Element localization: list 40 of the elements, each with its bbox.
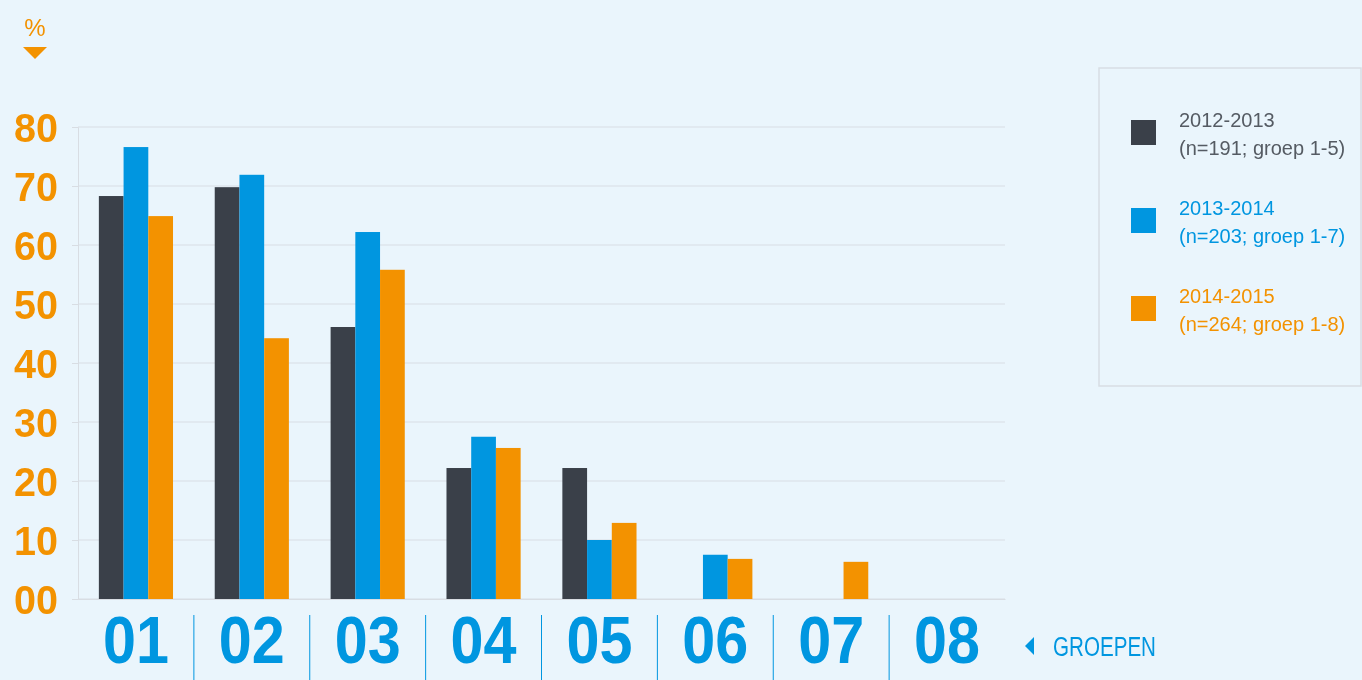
y-tick-label: 70	[14, 164, 59, 209]
bar	[123, 147, 149, 599]
y-axis-title: %	[24, 14, 46, 41]
bar	[214, 187, 240, 599]
bar	[562, 468, 588, 599]
x-tick-label: 02	[218, 603, 293, 678]
x-tick-label: 07	[798, 603, 872, 678]
y-tick-label: 80	[14, 105, 59, 150]
y-tick-label: 60	[14, 223, 59, 268]
legend-label: 2014-2015 (n=264; groep 1-8)	[1179, 285, 1346, 335]
bar	[148, 216, 174, 599]
bar	[727, 558, 753, 599]
x-tick-label: 06	[682, 603, 756, 678]
bar	[380, 269, 405, 599]
x-tick-label: 01	[102, 603, 177, 678]
y-tick-label: 20	[14, 459, 59, 504]
bar	[471, 436, 496, 599]
legend-label: 2012-2013 (n=191; groep 1-5)	[1179, 109, 1346, 159]
x-tick-label: 04	[450, 603, 524, 678]
bar	[264, 338, 289, 599]
bar	[239, 174, 265, 599]
bar	[702, 554, 728, 599]
x-tick-label: 08	[914, 603, 988, 678]
bar	[330, 327, 356, 599]
bar	[611, 522, 637, 599]
bar	[495, 447, 521, 599]
legend-label: 2013-2014 (n=203; groep 1-7)	[1179, 197, 1346, 247]
y-tick-label: 10	[14, 518, 59, 563]
x-axis-title: GROEPEN	[1053, 632, 1189, 662]
x-tick-label: 05	[566, 603, 640, 678]
y-tick-label: 40	[14, 341, 59, 386]
bar	[355, 232, 381, 599]
bar	[98, 196, 124, 599]
y-tick-label: 00	[14, 577, 59, 622]
y-tick-label: 30	[14, 400, 59, 445]
bar	[587, 540, 612, 599]
bar	[843, 561, 869, 599]
bar	[446, 468, 472, 599]
y-tick-label: 50	[14, 282, 59, 327]
x-tick-label: 03	[334, 603, 409, 678]
